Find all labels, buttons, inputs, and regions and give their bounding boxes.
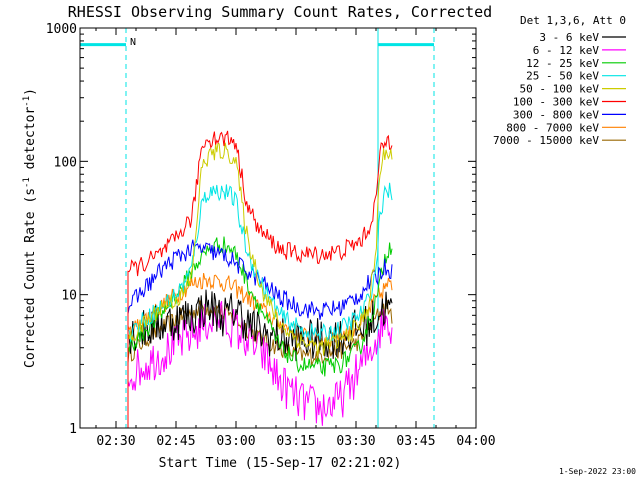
series-line xyxy=(127,130,393,428)
legend-label: 800 - 7000 keV xyxy=(506,121,599,134)
y-tick-label: 1 xyxy=(69,422,77,437)
legend-label: 300 - 800 keV xyxy=(513,108,599,121)
series-line xyxy=(127,300,393,428)
legend-label: 25 - 50 keV xyxy=(526,70,599,83)
y-axis-label-superscript: -1 xyxy=(22,177,32,188)
y-axis-label-superscript: -1 xyxy=(22,96,32,107)
x-tick-label: 02:30 xyxy=(96,434,135,449)
y-axis-label-text: Corrected Count Rate (s-1 detector-1) xyxy=(22,88,38,368)
legend-label: 12 - 25 keV xyxy=(526,57,599,70)
series-line xyxy=(127,142,393,428)
legend-label: 7000 - 15000 keV xyxy=(493,134,599,147)
y-tick-label: 10 xyxy=(61,289,77,304)
series-line xyxy=(127,236,393,428)
x-tick-label: 03:00 xyxy=(216,434,255,449)
x-tick-label: 03:15 xyxy=(276,434,315,449)
x-tick-label: 03:30 xyxy=(336,434,375,449)
series-line xyxy=(127,300,393,428)
y-tick-label: 100 xyxy=(54,155,77,170)
legend-title: Det 1,3,6, Att 0 xyxy=(520,14,626,27)
y-axis-label-part: ) xyxy=(23,88,38,96)
legend-label: 6 - 12 keV xyxy=(533,44,600,57)
x-tick-label: 03:45 xyxy=(396,434,435,449)
legend-label: 100 - 300 keV xyxy=(513,96,599,109)
y-tick-label: 1000 xyxy=(46,22,77,37)
x-axis: 02:30 02:45 03:00 03:15 03:30 03:45 04:00 xyxy=(95,28,496,449)
legend-label: 3 - 6 keV xyxy=(539,31,599,44)
y-axis-label: Corrected Count Rate (s-1 detector-1) xyxy=(22,88,38,368)
legend-label: 50 - 100 keV xyxy=(520,83,600,96)
y-axis-label-part: Corrected Count Rate (s xyxy=(23,188,38,368)
footer-date: 1-Sep-2022 23:00 xyxy=(559,467,636,476)
y-axis: 1 10 100 1000 xyxy=(46,22,476,437)
annotation-label: N xyxy=(130,37,136,48)
series-layer xyxy=(127,130,393,428)
series-line xyxy=(127,182,393,428)
plot-frame xyxy=(79,27,477,429)
x-tick-label: 02:45 xyxy=(156,434,195,449)
chart-title: RHESSI Observing Summary Count Rates, Co… xyxy=(68,3,492,21)
x-tick-label: 04:00 xyxy=(456,434,495,449)
y-axis-label-part: detector xyxy=(23,107,38,178)
x-axis-label: Start Time (15-Sep-17 02:21:02) xyxy=(159,456,402,471)
